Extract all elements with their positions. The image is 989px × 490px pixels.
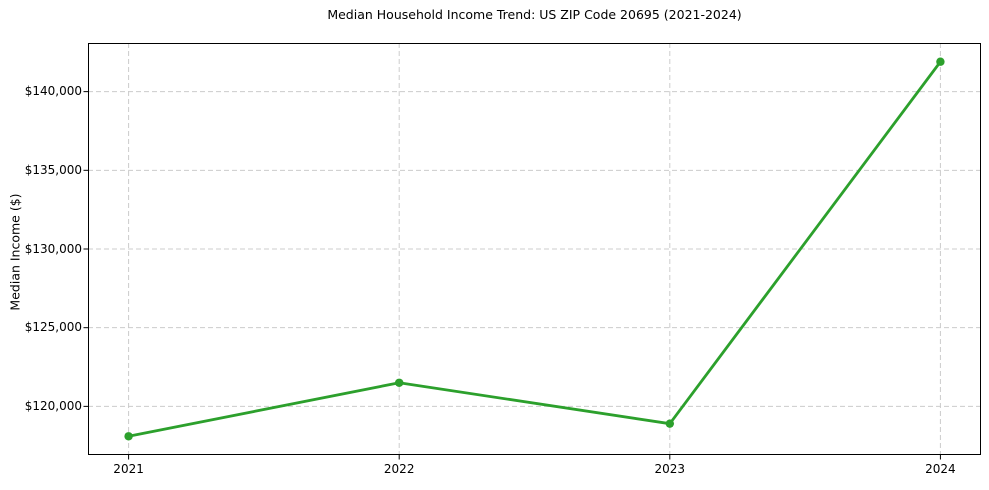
x-tick-label: 2021 <box>113 462 144 476</box>
x-tick-label: 2024 <box>925 462 956 476</box>
y-tick-label: $125,000 <box>24 320 82 335</box>
plot-border <box>88 43 981 455</box>
y-tick-label: $135,000 <box>24 162 82 177</box>
y-tick-label: $130,000 <box>24 241 82 256</box>
y-tick-label: $140,000 <box>24 84 82 99</box>
data-point-2024 <box>936 57 945 66</box>
x-tick-label: 2023 <box>654 462 686 476</box>
y-tick-label: $120,000 <box>24 398 82 413</box>
data-point-2022 <box>394 378 404 387</box>
line-chart-plot-area <box>83 43 981 460</box>
y-tick-labels: $120,000 $125,000 $130,000 $135,000 $140,000 <box>0 0 82 490</box>
x-tick-label: 2022 <box>383 462 415 476</box>
trend-line <box>127 60 942 438</box>
chart-title: Median Household Income Trend: US ZIP Co… <box>327 7 742 22</box>
data-point-2023 <box>665 419 675 428</box>
data-point-2021 <box>124 432 133 441</box>
